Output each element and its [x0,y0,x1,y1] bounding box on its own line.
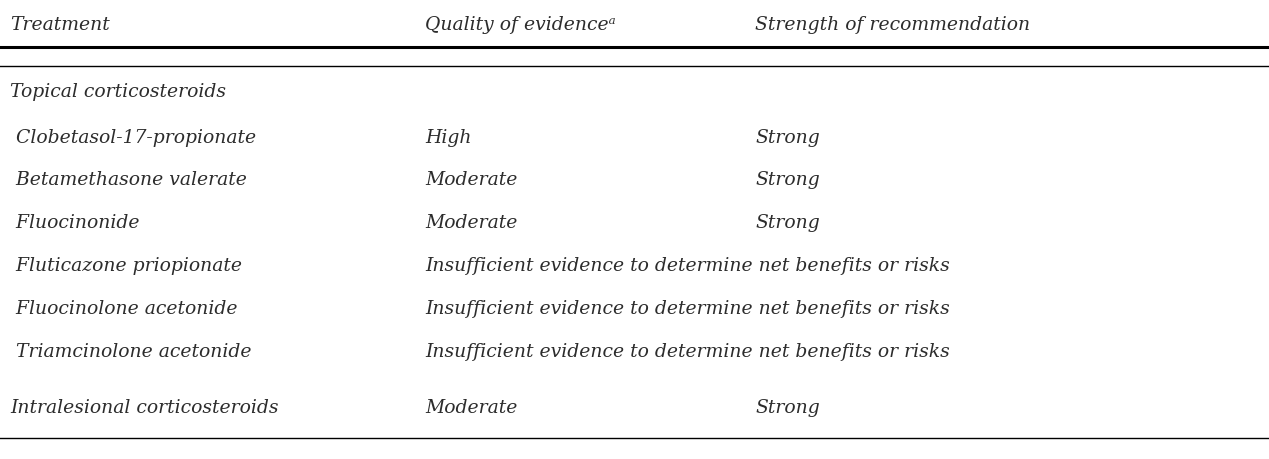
Text: Insufficient evidence to determine net benefits or risks: Insufficient evidence to determine net b… [425,256,950,274]
Text: Fluticazone priopionate: Fluticazone priopionate [10,256,242,274]
Text: Quality of evidenceᵃ: Quality of evidenceᵃ [425,16,615,34]
Text: Strong: Strong [755,129,820,147]
Text: Strong: Strong [755,171,820,189]
Text: Fluocinolone acetonide: Fluocinolone acetonide [10,299,237,318]
Text: Triamcinolone acetonide: Triamcinolone acetonide [10,342,251,360]
Text: Insufficient evidence to determine net benefits or risks: Insufficient evidence to determine net b… [425,342,950,360]
Text: Strength of recommendation: Strength of recommendation [755,16,1030,34]
Text: Insufficient evidence to determine net benefits or risks: Insufficient evidence to determine net b… [425,299,950,318]
Text: Intralesional corticosteroids: Intralesional corticosteroids [10,398,279,417]
Text: Moderate: Moderate [425,398,518,417]
Text: Fluocinonide: Fluocinonide [10,213,140,232]
Text: Treatment: Treatment [10,16,110,34]
Text: Strong: Strong [755,213,820,232]
Text: Moderate: Moderate [425,213,518,232]
Text: High: High [425,129,472,147]
Text: Betamethasone valerate: Betamethasone valerate [10,171,247,189]
Text: Strong: Strong [755,398,820,417]
Text: Topical corticosteroids: Topical corticosteroids [10,83,226,101]
Text: Clobetasol-17-propionate: Clobetasol-17-propionate [10,129,256,147]
Text: Moderate: Moderate [425,171,518,189]
